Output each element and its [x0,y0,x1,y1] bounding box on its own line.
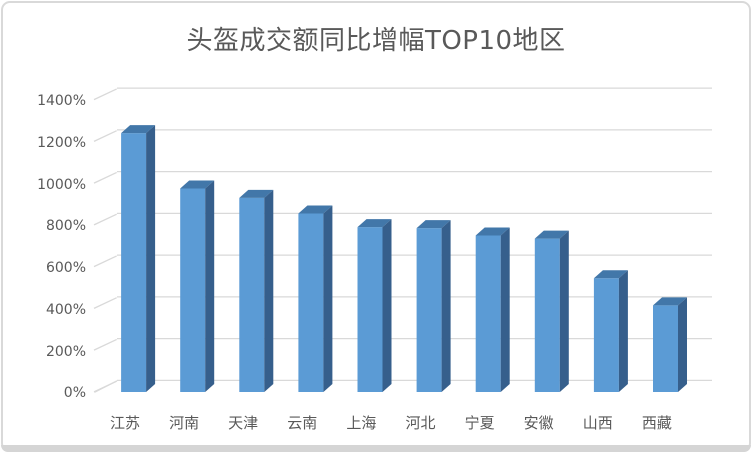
chart-title: 头盔成交额同比增幅TOP10地区 [186,26,566,56]
bar-column [475,227,510,392]
bar-side-face [205,180,215,392]
bar-column [534,230,569,392]
bar-side-face [323,205,333,392]
bar-front-face [298,213,324,392]
y-axis-tick-label: 800% [45,218,86,235]
bar-front-face [653,305,678,392]
x-axis-category-label: 西藏 [641,414,672,432]
bottom-bar [1,445,751,452]
bar-front-face [593,278,619,392]
bar-front-face [534,238,560,392]
x-axis-category-label: 上海 [346,414,377,432]
x-axis-category-label: 河南 [169,414,200,432]
axis-tick-connector [93,130,117,142]
bar-top-face [653,297,687,306]
axis-tick-connector [93,297,117,309]
axis-tick-connector [93,213,117,226]
axis-tick-connector [93,88,117,101]
y-axis-tick-label: 1000% [37,176,86,193]
x-axis-category-label: 安徽 [523,414,554,432]
y-axis-tick-label: 200% [45,343,86,360]
axis-tick-connector [93,171,117,184]
floor-left-edge [94,380,118,393]
bar-front-face [357,227,383,392]
bar-side-face [678,297,687,392]
bar-top-face [298,205,333,214]
x-axis-category-label: 天津 [228,414,259,432]
bar-side-face [500,227,510,392]
bar-side-face [559,230,569,392]
bar-column [121,125,156,393]
bar-column [239,189,274,392]
bar-top-face [121,125,156,134]
bar-column [357,219,392,392]
y-axis-tick-label: 600% [45,260,86,277]
bar-column [593,270,628,392]
x-axis-category-label: 云南 [287,414,318,432]
bar-top-face [534,230,569,239]
x-axis-category-label: 山西 [582,414,613,432]
bar-side-face [146,125,156,393]
bar-column [416,220,451,392]
bar-top-face [593,270,628,279]
bar-column [653,297,687,392]
axis-tick-connector [93,338,117,351]
bar-front-face [121,133,147,392]
y-axis-tick-label: 400% [45,301,86,318]
bar-front-face [180,188,206,392]
bar-top-face [239,189,274,198]
y-axis-tick-label: 0% [63,385,86,402]
bar-column [298,205,333,392]
bar-front-face [239,197,265,392]
bar-top-face [416,220,451,229]
bar-top-face [475,227,510,236]
axis-tick-connector [93,255,117,268]
bar-front-face [475,235,501,392]
bar-top-face [357,219,392,228]
bar-side-face [618,270,628,392]
bar-side-face [441,220,451,392]
x-axis-category-label: 江苏 [109,414,140,432]
bar-top-face [180,180,215,189]
bar-front-face [416,228,442,392]
x-axis-category-label: 宁夏 [464,414,495,432]
y-axis-tick-label: 1200% [37,134,86,151]
x-axis-category-label: 河北 [405,414,436,432]
bar-side-face [382,219,392,392]
y-axis-tick-label: 1400% [37,93,86,110]
bar-side-face [264,189,274,392]
bar-column [180,180,215,392]
